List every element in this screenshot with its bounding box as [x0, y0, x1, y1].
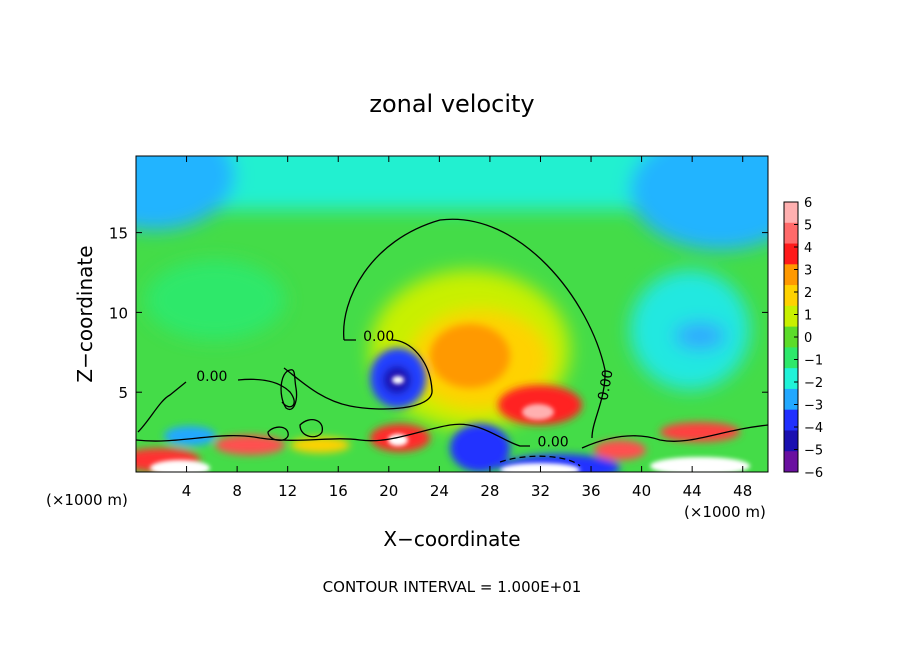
- field-low-right-red: [660, 422, 740, 442]
- colorbar-tick-label: −6: [804, 466, 823, 481]
- field-upper-right-blue: [630, 156, 768, 250]
- y-tick-label: 10: [109, 304, 128, 322]
- colorbar-tick-label: 6: [804, 196, 812, 211]
- x-tick-label: 20: [379, 482, 398, 500]
- contour-label: 0.00: [538, 434, 569, 450]
- contour-zero-arch: [343, 218, 606, 439]
- colorbar-tick-label: 0: [804, 331, 812, 346]
- contour-zero-inner: [283, 339, 433, 410]
- field-core-pink: [522, 404, 554, 420]
- y-axis: 5 10 15: [109, 225, 768, 402]
- field-bottom-right-white: [650, 457, 750, 472]
- colorbar-swatch: [784, 202, 798, 224]
- colorbar-swatch: [784, 326, 798, 348]
- field-upper-left-blue: [136, 156, 235, 230]
- field-left-green: [145, 260, 285, 340]
- x-tick-label: 8: [232, 482, 242, 500]
- field-neg-core-peak: [392, 376, 404, 384]
- plot-frame: [135, 155, 769, 473]
- colorbar-swatch: [784, 305, 798, 328]
- field-right-blue-spot: [674, 322, 726, 350]
- colorbar-swatch: [784, 285, 798, 307]
- field-low-left-blue: [164, 426, 216, 446]
- x-axis: 4 8 12 16 20 24 28 32 36 40 44 48: [182, 156, 752, 500]
- y-tick-label: 5: [118, 384, 128, 402]
- contour-zero-island-3: [280, 369, 298, 411]
- colorbar-swatch: [784, 243, 798, 265]
- colorbar-tick-label: 5: [804, 219, 812, 234]
- x-tick-label: 24: [430, 482, 449, 500]
- x-tick-label: 16: [329, 482, 348, 500]
- contour-zero-left: [137, 378, 295, 433]
- colorbar-tick-label: −4: [804, 421, 823, 436]
- colorbar-swatch: [784, 409, 798, 431]
- colorbar-tick-label: 1: [804, 309, 812, 324]
- contour-field: 0.00 0.00 0.00 0.00: [136, 156, 768, 472]
- x-tick-label: 36: [581, 482, 600, 500]
- field-surface-peak: [388, 434, 408, 446]
- contour-label: 0.00: [595, 368, 616, 401]
- contour-zero-island-2: [267, 426, 289, 442]
- colorbar-tick-label: 2: [804, 286, 812, 301]
- zero-contours: [136, 218, 768, 467]
- colorbar-swatch: [784, 430, 798, 452]
- chart-title: zonal velocity: [369, 90, 534, 118]
- colorbar-tick-label: −1: [804, 354, 823, 369]
- field-surface-blue: [450, 424, 510, 472]
- contour-zero-island-1: [299, 419, 323, 438]
- colorbar-tick-label: −3: [804, 399, 823, 414]
- colorbar-swatch: [784, 347, 798, 369]
- x-tick-label: 12: [278, 482, 297, 500]
- x-unit-label-left: (×1000 m): [46, 491, 128, 509]
- colorbar-tick-label: 3: [804, 264, 812, 279]
- field-low-yellow: [290, 437, 350, 453]
- x-tick-label: 32: [531, 482, 550, 500]
- x-tick-label: 28: [480, 482, 499, 500]
- colorbar-tick-label: −2: [804, 376, 823, 391]
- colorbar-swatch: [784, 368, 798, 390]
- colorbar-tick-label: −5: [804, 444, 823, 459]
- field-lobe-orange: [430, 324, 510, 388]
- contour-interval-footer: CONTOUR INTERVAL = 1.000E+01: [323, 578, 582, 596]
- colorbar-swatch: [784, 451, 798, 473]
- contour-labels: 0.00 0.00 0.00 0.00: [196, 329, 616, 450]
- field-low-mid-red: [594, 440, 646, 460]
- colorbar-swatch: [784, 222, 798, 245]
- x-tick-label: 4: [182, 482, 192, 500]
- x-tick-label: 48: [733, 482, 752, 500]
- x-tick-label: 44: [683, 482, 702, 500]
- y-tick-label: 15: [109, 225, 128, 243]
- colorbar: 6 5 4 3 2 1 0 −1 −2 −3 −4 −5 −6: [783, 196, 823, 481]
- colorbar-swatch: [784, 264, 798, 286]
- x-unit-label-right: (×1000 m): [684, 503, 766, 521]
- x-axis-label: X−coordinate: [383, 527, 520, 551]
- colorbar-swatch: [784, 388, 798, 411]
- x-tick-label: 40: [632, 482, 651, 500]
- field-bottom-left-white: [150, 460, 210, 472]
- contour-label: 0.00: [196, 369, 227, 385]
- y-axis-label: Z−coordinate: [73, 245, 97, 382]
- colorbar-tick-label: 4: [804, 241, 812, 256]
- contour-zero-low: [136, 423, 530, 447]
- field-low-red: [215, 435, 285, 455]
- contour-zero-low-right: [581, 424, 768, 449]
- contour-label: 0.00: [363, 329, 394, 345]
